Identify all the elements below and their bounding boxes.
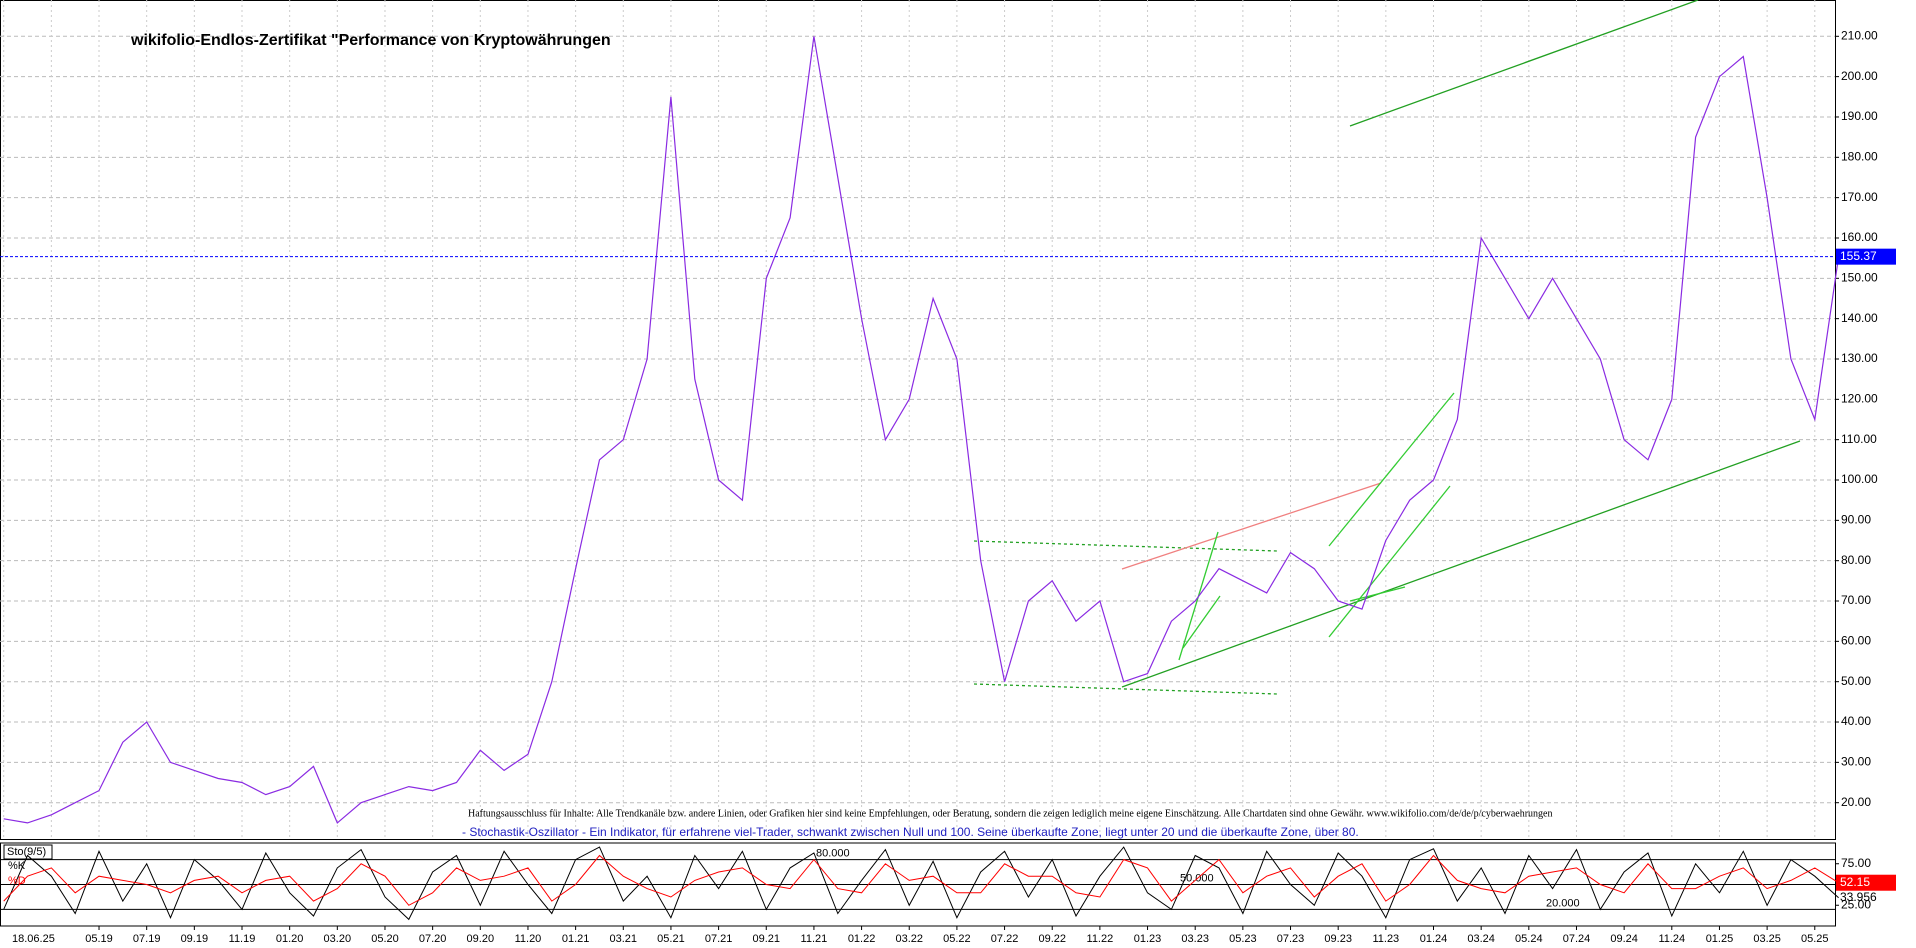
y-tick-label: 25.00	[1841, 897, 1871, 911]
legend-label: %K	[8, 860, 26, 872]
x-tick-label: 07.22	[991, 933, 1019, 945]
y-tick-label: 170.00	[1841, 190, 1878, 204]
x-tick-label: 07.24	[1563, 933, 1591, 945]
x-tick-label: 11.23	[1372, 933, 1399, 945]
level-label: 20.000	[1546, 897, 1580, 909]
y-tick-label: 70.00	[1841, 593, 1871, 607]
date-label: 18.06.25	[12, 933, 55, 945]
x-tick-label: 05.23	[1229, 933, 1257, 945]
y-tick-label: 90.00	[1841, 513, 1871, 527]
y-tick-label: 50.00	[1841, 674, 1871, 688]
x-tick-label: 03.24	[1467, 933, 1495, 945]
y-tick-label: 75.00	[1841, 856, 1871, 870]
trend-line	[1349, 0, 1699, 127]
y-tick-label: 190.00	[1841, 109, 1878, 123]
x-tick-label: 05.20	[371, 933, 399, 945]
x-tick-label: 09.22	[1038, 933, 1066, 945]
y-tick-label: 200.00	[1841, 69, 1878, 83]
last-value-box	[1836, 874, 1896, 891]
note: - Stochastik-Oszillator - Ein Indikator,…	[462, 825, 1359, 839]
y-tick-label: 180.00	[1841, 149, 1878, 163]
x-tick-label: 01.23	[1134, 933, 1162, 945]
x-tick-label: 09.19	[181, 933, 209, 945]
y-tick-label: 140.00	[1841, 311, 1878, 325]
trend-line	[973, 540, 1278, 552]
main-frame	[0, 0, 1836, 840]
trend-line	[1328, 485, 1451, 638]
y-tick-label: 160.00	[1841, 230, 1878, 244]
x-tick-label: 07.19	[133, 933, 161, 945]
x-tick-label: 09.20	[467, 933, 495, 945]
x-tick-label: 11.20	[515, 933, 542, 945]
trend-line	[1182, 595, 1221, 649]
x-tick-label: 11.19	[229, 933, 256, 945]
x-tick-label: 07.20	[419, 933, 447, 945]
y-tick-label: 30.00	[1841, 755, 1871, 769]
indicator-box	[3, 844, 53, 860]
y-tick-label: 80.00	[1841, 553, 1871, 567]
x-tick-label: 05.19	[85, 933, 113, 945]
x-tick-label: 03.20	[324, 933, 352, 945]
x-tick-label: 05.22	[943, 933, 971, 945]
level-label: 80.000	[816, 848, 850, 860]
x-tick-label: 11.22	[1087, 933, 1114, 945]
x-tick-label: 07.23	[1277, 933, 1305, 945]
trend-line	[973, 683, 1278, 695]
trend-line	[1328, 392, 1455, 547]
oscillator-line	[3, 854, 1839, 906]
x-tick-label: 01.25	[1706, 933, 1734, 945]
trend-line	[1121, 440, 1801, 688]
x-tick-label: 01.22	[848, 933, 876, 945]
last-value-label: 155.37	[1840, 249, 1877, 263]
x-tick-label: 03.21	[610, 933, 638, 945]
trend-line	[1121, 482, 1382, 570]
legend-label: %D	[8, 875, 26, 887]
price-line	[3, 36, 1840, 824]
y-tick-label: 150.00	[1841, 270, 1878, 284]
indicator-title: Sto(9/5)	[7, 846, 46, 858]
x-tick-label: 11.24	[1658, 933, 1685, 945]
disclaimer: Haftungsausschluss für Inhalte: Alle Tre…	[468, 808, 1553, 819]
x-tick-label: 11.21	[801, 933, 828, 945]
x-tick-label: 09.23	[1324, 933, 1352, 945]
y-tick-label: 120.00	[1841, 392, 1878, 406]
y-tick-label: 60.00	[1841, 634, 1871, 648]
y-tick-label: 210.00	[1841, 28, 1878, 42]
x-tick-label: 01.21	[562, 933, 590, 945]
x-tick-label: 03.23	[1181, 933, 1209, 945]
x-tick-label: 05.21	[657, 933, 685, 945]
x-tick-label: 09.24	[1610, 933, 1638, 945]
oscillator-line	[3, 846, 1839, 921]
last-value-label: 52.15	[1840, 875, 1870, 889]
last-value-box	[1836, 248, 1896, 265]
x-tick-label: 03.22	[895, 933, 923, 945]
x-tick-label: 01.20	[276, 933, 304, 945]
x-tick-label: 05.24	[1515, 933, 1543, 945]
x-tick-label: 03.25	[1753, 933, 1781, 945]
chart-title: wikifolio-Endlos-Zertifikat "Performance…	[130, 32, 611, 49]
trend-lines	[973, 0, 1801, 695]
last-value-label: 33.956	[1840, 890, 1877, 904]
y-tick-label: 110.00	[1841, 432, 1877, 446]
y-tick-label: 40.00	[1841, 714, 1871, 728]
x-tick-label: 05.25	[1801, 933, 1829, 945]
x-tick-label: 07.21	[705, 933, 733, 945]
y-tick-label: 100.00	[1841, 472, 1878, 486]
x-tick-label: 09.21	[752, 933, 780, 945]
y-tick-label: 130.00	[1841, 351, 1878, 365]
x-tick-label: 01.24	[1420, 933, 1448, 945]
trend-line	[1349, 586, 1406, 602]
y-tick-label: 20.00	[1841, 795, 1871, 809]
